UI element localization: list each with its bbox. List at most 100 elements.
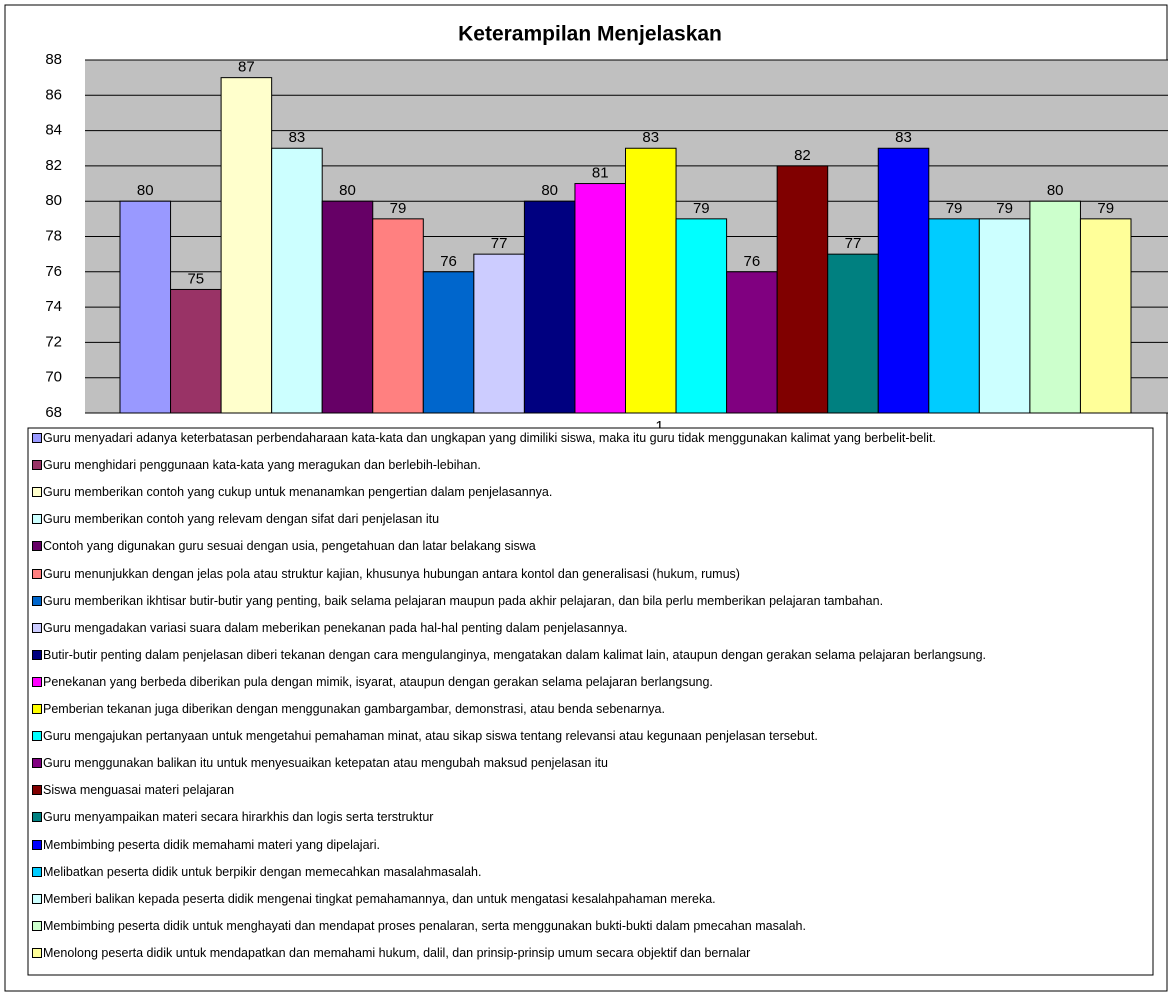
legend-label: Penekanan yang berbeda diberikan pula de… <box>43 674 713 689</box>
y-tick-label: 76 <box>45 263 62 280</box>
legend-entry: Menolong peserta didik untuk mendapatkan… <box>32 947 1147 959</box>
y-tick-label: 82 <box>45 157 62 174</box>
legend-entry: Guru menyadari adanya keterbatasan perbe… <box>32 431 1147 445</box>
bar <box>827 253 879 414</box>
data-label: 83 <box>895 129 912 146</box>
legend-swatch <box>32 460 42 471</box>
legend-swatch <box>32 920 42 931</box>
y-tick-label: 74 <box>45 298 62 315</box>
legend-swatch <box>32 595 42 606</box>
bar <box>523 200 576 414</box>
bar <box>1029 200 1081 414</box>
y-tick-label: 72 <box>45 333 62 350</box>
legend-swatch <box>32 947 42 958</box>
data-label: 79 <box>390 200 407 217</box>
bar <box>271 147 323 414</box>
legend-box <box>27 427 1154 976</box>
data-label: 79 <box>946 200 963 217</box>
legend-swatch <box>32 893 42 904</box>
bar <box>422 271 475 414</box>
legend-label: Guru memberikan ikhtisar butir-butir yan… <box>43 593 884 608</box>
legend-label: Guru menghidari penggunaan kata-kata yan… <box>43 458 481 473</box>
bar <box>119 200 172 414</box>
data-label: 79 <box>1097 200 1114 217</box>
legend-label: Guru memberikan contoh yang relevam deng… <box>43 512 440 527</box>
data-label: 76 <box>744 253 761 270</box>
bar <box>625 147 677 414</box>
data-label: 79 <box>996 200 1013 217</box>
data-label: 80 <box>1047 182 1064 199</box>
legend-label: Guru memberikan contoh yang cukup untuk … <box>43 485 553 500</box>
legend-label: Guru mengadakan variasi suara dalam mebe… <box>43 620 628 635</box>
data-label: 75 <box>187 270 204 287</box>
bar <box>726 271 778 414</box>
data-label: 87 <box>238 59 255 76</box>
bar <box>574 183 627 414</box>
data-label: 83 <box>642 129 659 146</box>
bar <box>321 200 374 414</box>
y-tick-label: 80 <box>45 192 62 209</box>
bar <box>170 288 222 414</box>
legend-swatch <box>32 812 42 823</box>
y-tick-label: 70 <box>45 369 62 386</box>
legend-entry: Guru menunjukkan dengan jelas pola atau … <box>32 566 1147 581</box>
legend-label: Siswa menguasai materi pelajaran <box>43 783 235 798</box>
legend-swatch <box>32 731 42 742</box>
y-tick-label: 78 <box>45 227 62 244</box>
legend-entry: Pemberian tekanan juga diberikan dengan … <box>32 702 1147 716</box>
legend-label: Guru mengajukan pertanyaan untuk mengeta… <box>43 729 818 744</box>
legend-swatch <box>32 541 42 552</box>
x-tick-label: 1 <box>655 418 663 435</box>
legend-swatch <box>32 704 42 714</box>
y-tick-label: 86 <box>45 86 62 103</box>
legend-swatch <box>32 649 42 660</box>
legend-entry: Guru memberikan contoh yang relevam deng… <box>32 512 1147 527</box>
data-label: 79 <box>693 200 710 217</box>
legend-label: Guru menyadari adanya keterbatasan perbe… <box>43 431 936 445</box>
data-label: 77 <box>845 235 862 252</box>
legend-entry: Membimbing peserta didik memahami materi… <box>32 838 1147 851</box>
legend-label: Contoh yang digunakan guru sesuai dengan… <box>43 539 536 554</box>
legend-label: Guru menggunakan balikan itu untuk menye… <box>43 756 608 771</box>
data-label: 80 <box>137 182 154 199</box>
legend-swatch <box>32 433 42 443</box>
legend-entry: Guru menyampaikan materi secara hirarkhi… <box>32 810 1147 825</box>
bar <box>220 77 273 414</box>
y-tick-label: 84 <box>45 122 62 139</box>
bar <box>978 218 1031 414</box>
legend-entry: Membimbing peserta didik untuk menghayat… <box>32 918 1147 933</box>
data-label: 77 <box>491 235 508 252</box>
data-label: 82 <box>794 147 811 164</box>
legend-swatch <box>32 622 42 633</box>
legend-label: Memberi balikan kepada peserta didik men… <box>43 891 716 906</box>
legend-label: Guru menunjukkan dengan jelas pola atau … <box>43 566 740 581</box>
legend-swatch <box>32 676 42 687</box>
legend-entry: Penekanan yang berbeda diberikan pula de… <box>32 674 1147 689</box>
y-tick-label: 88 <box>45 51 62 68</box>
legend-swatch <box>32 568 42 579</box>
legend-entry: Butir-butir penting dalam penjelasan dib… <box>32 647 1147 662</box>
legend-swatch <box>32 487 42 498</box>
legend-label: Butir-butir penting dalam penjelasan dib… <box>43 647 986 662</box>
data-label: 80 <box>541 182 558 199</box>
legend-swatch <box>32 514 42 525</box>
legend-entry: Guru mengajukan pertanyaan untuk mengeta… <box>32 729 1147 744</box>
legend-label: Guru menyampaikan materi secara hirarkhi… <box>43 810 434 825</box>
data-label: 80 <box>339 182 356 199</box>
legend-swatch <box>32 839 42 850</box>
y-tick-label: 68 <box>45 404 62 421</box>
legend-entry: Memberi balikan kepada peserta didik men… <box>32 891 1147 906</box>
legend-label: Pemberian tekanan juga diberikan dengan … <box>43 702 665 716</box>
bar <box>877 147 930 414</box>
data-label: 76 <box>440 253 457 270</box>
legend-entry: Contoh yang digunakan guru sesuai dengan… <box>32 539 1147 554</box>
bar <box>1079 218 1132 414</box>
legend-label: Membimbing peserta didik untuk menghayat… <box>43 918 806 933</box>
bar <box>928 218 980 414</box>
bar <box>473 253 525 414</box>
legend-entry: Guru menghidari penggunaan kata-kata yan… <box>32 458 1147 473</box>
legend-swatch <box>32 866 42 877</box>
legend-label: Melibatkan peserta didik untuk berpikir … <box>43 864 482 879</box>
